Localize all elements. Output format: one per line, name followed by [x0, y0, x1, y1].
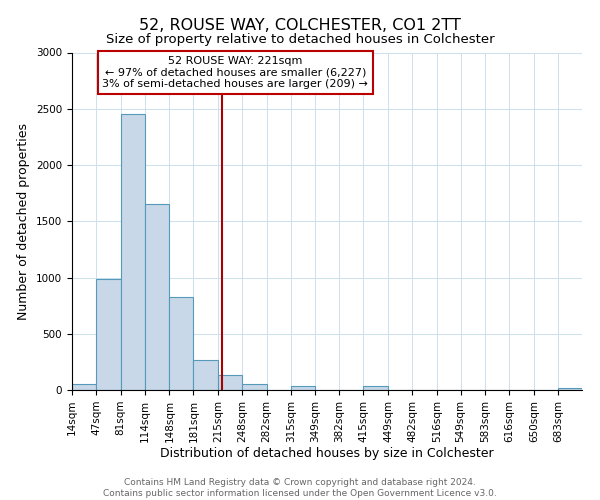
Text: 52, ROUSE WAY, COLCHESTER, CO1 2TT: 52, ROUSE WAY, COLCHESTER, CO1 2TT	[139, 18, 461, 32]
Bar	[121, 114, 145, 390]
Bar	[290, 386, 316, 390]
Bar	[193, 360, 218, 390]
Bar	[218, 376, 242, 390]
Text: Contains HM Land Registry data © Crown copyright and database right 2024.
Contai: Contains HM Land Registry data © Crown c…	[103, 478, 497, 498]
Bar	[145, 204, 169, 390]
X-axis label: Distribution of detached houses by size in Colchester: Distribution of detached houses by size …	[160, 448, 494, 460]
Bar	[96, 278, 121, 390]
Bar	[169, 296, 193, 390]
Bar	[364, 386, 388, 390]
Text: 52 ROUSE WAY: 221sqm
← 97% of detached houses are smaller (6,227)
3% of semi-det: 52 ROUSE WAY: 221sqm ← 97% of detached h…	[102, 56, 368, 89]
Text: Size of property relative to detached houses in Colchester: Size of property relative to detached ho…	[106, 32, 494, 46]
Bar	[72, 384, 96, 390]
Bar	[242, 384, 267, 390]
Bar	[558, 388, 582, 390]
Y-axis label: Number of detached properties: Number of detached properties	[17, 122, 31, 320]
